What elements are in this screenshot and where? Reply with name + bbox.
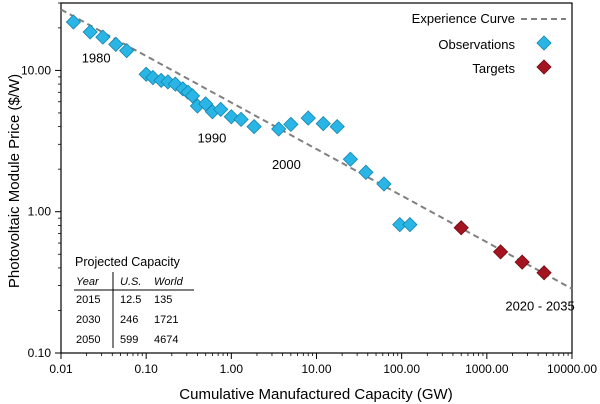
legend: Experience Curve Observations Targets [412,11,566,76]
x-tick-label: 0.10 [134,362,158,376]
y-axis-label: Photovoltaic Module Price ($/W) [6,74,23,288]
table-header-world: World [154,276,184,288]
table-cell: 4674 [154,334,178,346]
x-tick-label: 10000.00 [547,362,597,376]
observation-marker [402,217,418,233]
legend-swatch-targets [536,59,552,75]
x-tick-label: 1000.00 [465,362,509,376]
x-tick-label: 0.01 [49,362,73,376]
target-marker [453,220,469,236]
table-cell: 135 [154,294,172,306]
target-marker [536,265,552,281]
y-axis-ticks: 0.10 1.00 10.00 [21,2,61,360]
table-header-us: U.S. [120,276,141,288]
y-tick-label: 10.00 [21,63,51,77]
observation-marker [246,119,262,135]
year-annotation: 2000 [272,157,301,172]
table-cell: 2050 [76,334,100,346]
observation-marker [184,88,201,104]
projected-capacity-table: Projected Capacity Year U.S. World 2015 … [74,255,194,348]
table-cell: 246 [120,314,138,326]
observation-marker [95,29,111,45]
observation-marker [108,36,124,52]
observation-marker [376,176,392,192]
year-annotation: 1990 [197,130,226,145]
table-cell: 599 [120,334,138,346]
observation-marker [392,217,408,233]
legend-label-experience-curve: Experience Curve [412,11,515,26]
x-axis-ticks: 0.01 0.10 1.00 10.00 100.00 1000.00 10000.00 [49,353,597,376]
observation-marker [82,24,98,40]
target-marker [514,254,530,270]
table-cell: 2030 [76,314,100,326]
legend-swatch-observations [536,35,552,51]
table-cell: 12.5 [120,294,141,306]
table-header-year: Year [76,276,100,288]
annotations: 1980 1990 2000 2020 - 2035 [82,50,575,313]
observation-marker [213,101,229,118]
y-tick-label: 0.10 [28,346,52,360]
legend-label-observations: Observations [438,37,515,52]
table-cell: 1721 [154,314,178,326]
year-annotation: 1980 [82,50,111,65]
observation-marker [315,116,331,132]
observation-marker [342,151,359,167]
observation-marker [329,119,345,135]
x-tick-label: 100.00 [383,362,420,376]
data-markers [65,14,552,281]
observation-marker [119,43,135,59]
target-marker [492,244,509,260]
table-cell: 2015 [76,294,100,306]
x-axis-label: Cumulative Manufactured Capacity (GW) [179,386,452,403]
legend-label-targets: Targets [472,61,515,76]
experience-curve-line [60,8,573,290]
y-tick-label: 1.00 [28,205,52,219]
x-tick-label: 1.00 [220,362,244,376]
observation-marker [283,116,299,133]
x-tick-label: 10.00 [301,362,331,376]
observation-marker [65,14,82,30]
year-annotation: 2020 - 2035 [505,298,574,313]
observation-marker [233,111,249,128]
projected-capacity-title: Projected Capacity [75,255,181,269]
observation-marker [271,121,287,137]
observation-marker [358,164,374,180]
observation-marker [300,110,316,126]
